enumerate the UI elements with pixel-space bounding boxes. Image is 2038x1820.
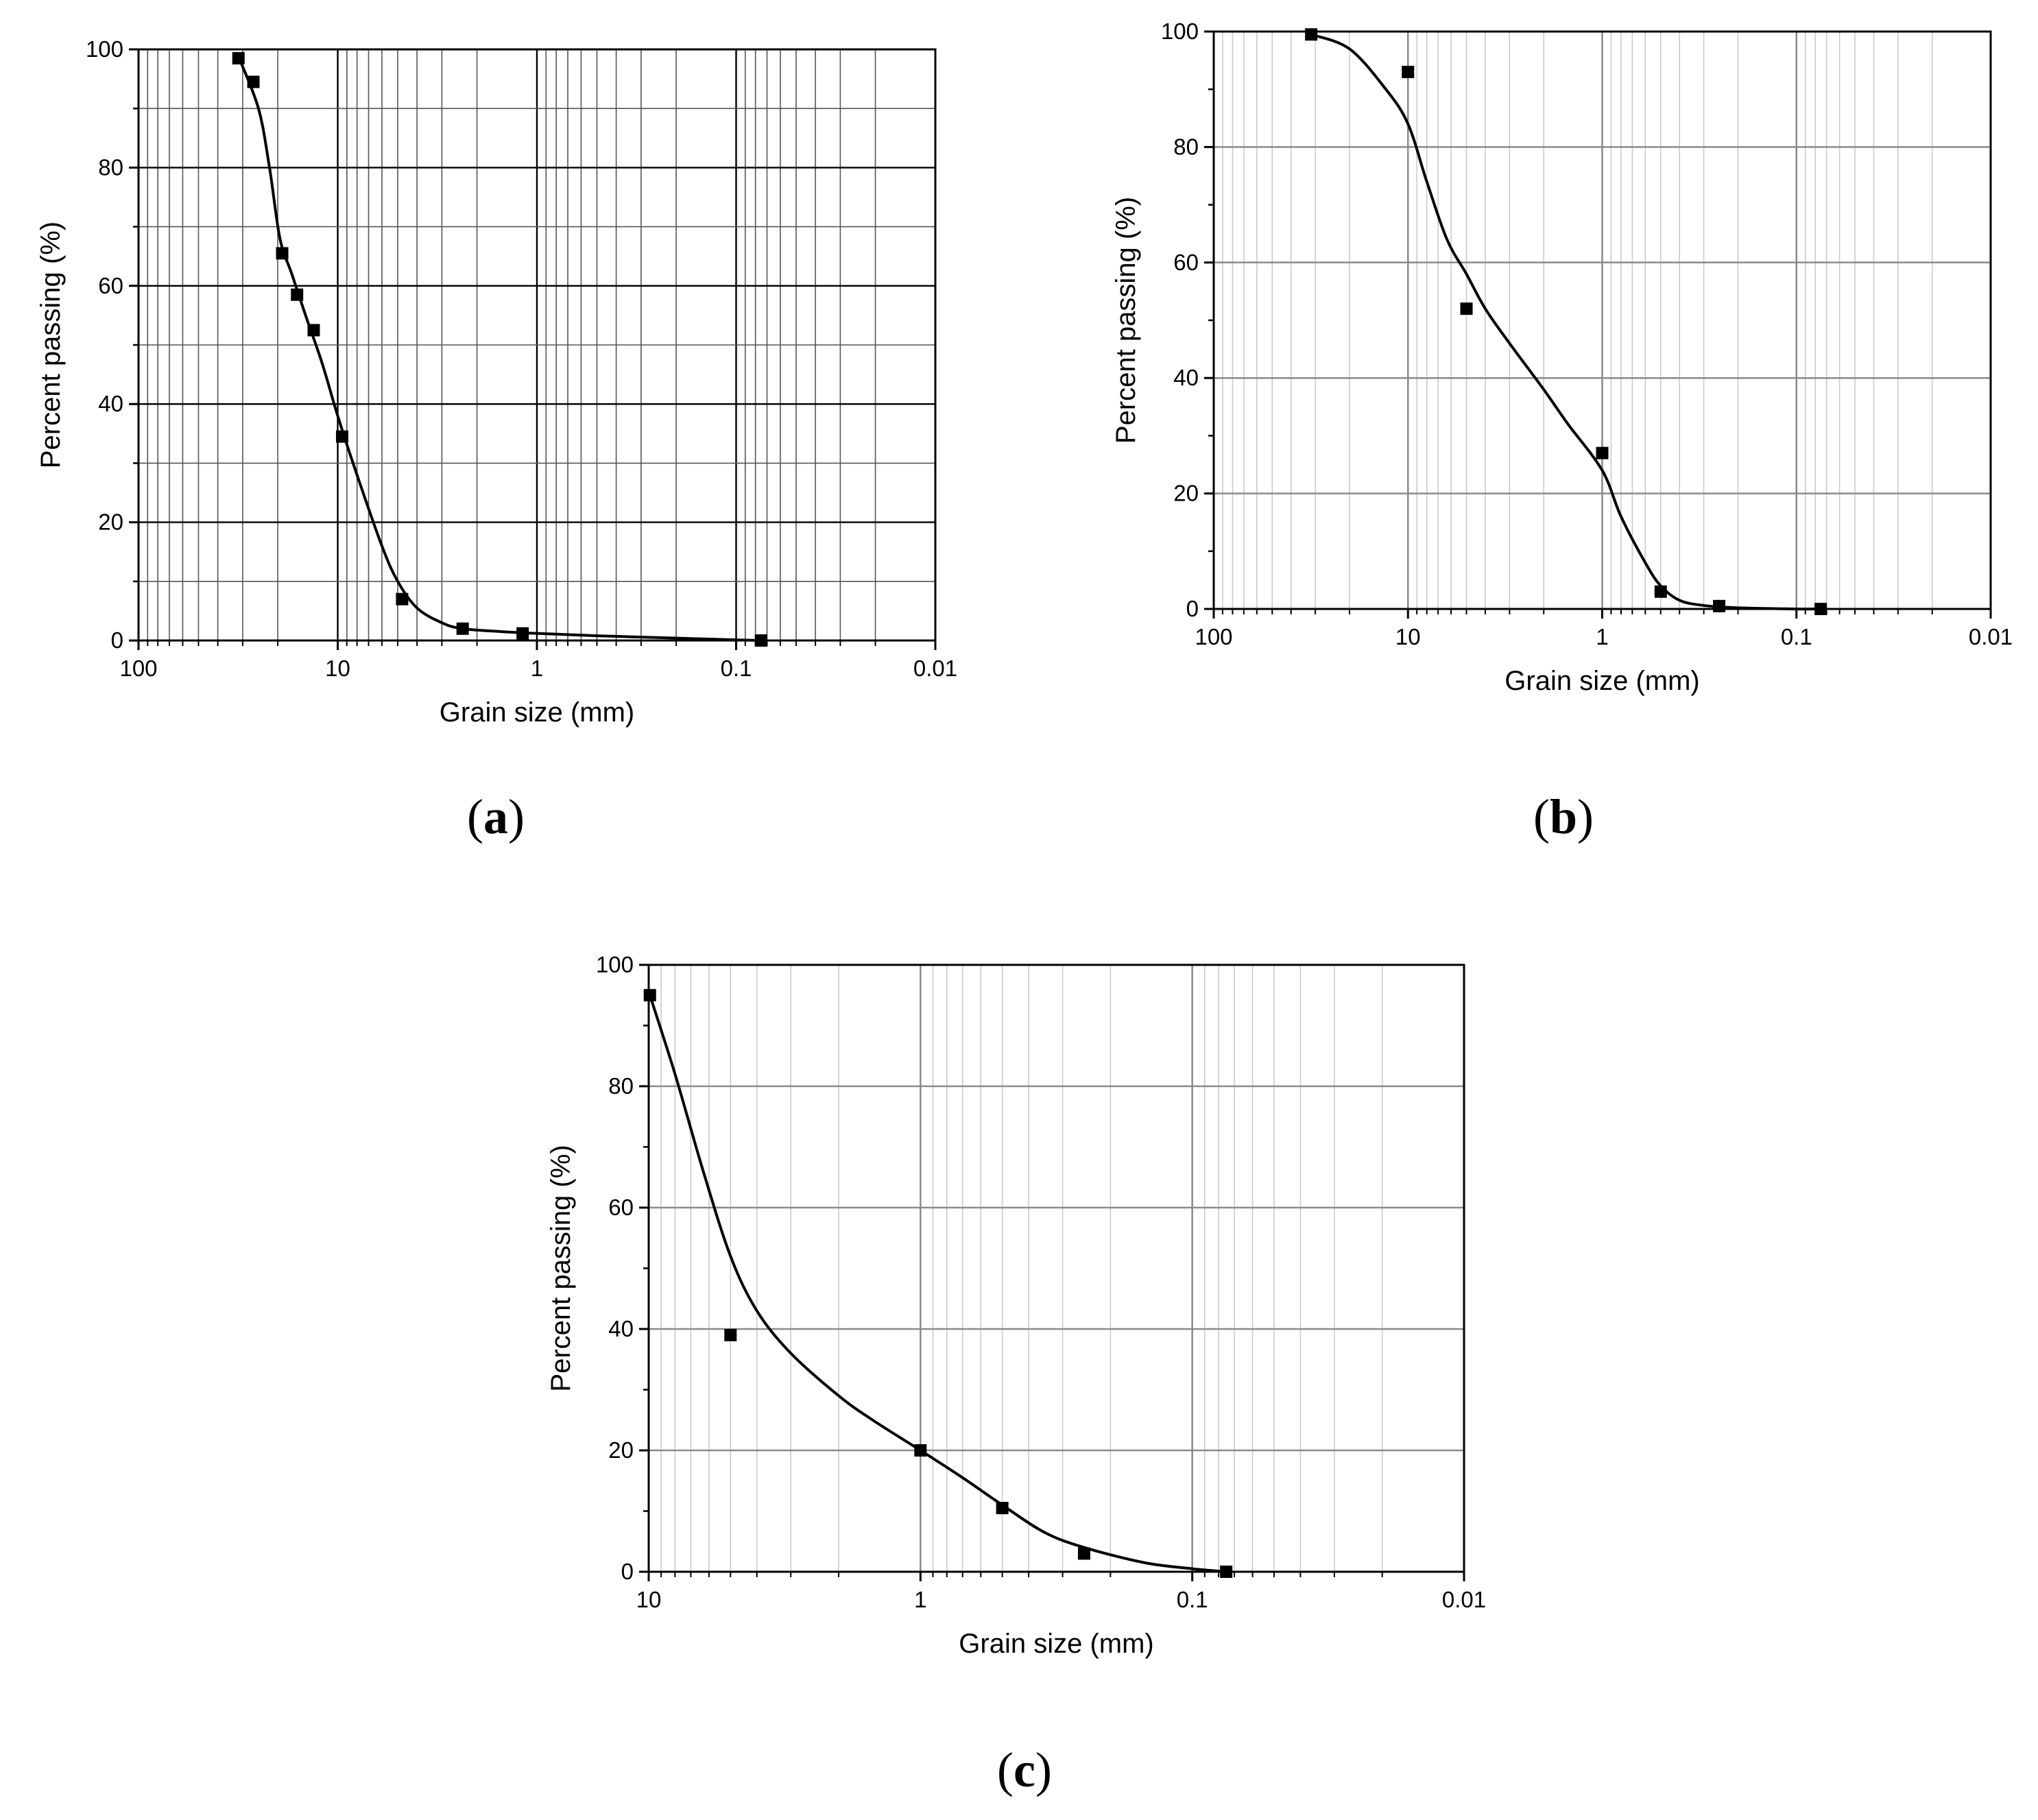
y-tick-label: 60 — [608, 1195, 634, 1220]
data-point — [396, 592, 409, 606]
y-tick-label: 20 — [1173, 481, 1199, 506]
panel-label-open: ( — [467, 789, 483, 844]
data-point — [516, 627, 529, 640]
x-tick-label: 0.1 — [721, 656, 752, 681]
data-point — [996, 1502, 1009, 1515]
x-tick-label: 100 — [1195, 624, 1232, 649]
data-point — [276, 247, 289, 260]
y-axis-title: Percent passing (%) — [1111, 197, 1141, 444]
y-tick-label: 40 — [98, 391, 123, 416]
data-point — [1713, 599, 1726, 612]
panel-label-letter: c — [1014, 1743, 1035, 1797]
data-point — [1654, 585, 1667, 598]
x-tick-label: 10 — [636, 1587, 662, 1612]
panel-label: (c) — [997, 1743, 1052, 1797]
data-point — [724, 1328, 737, 1341]
data-point — [1814, 603, 1827, 615]
x-tick-label: 10 — [325, 656, 350, 681]
y-tick-label: 100 — [596, 952, 634, 977]
fitted-curve — [1310, 33, 1821, 611]
x-tick-label: 0.01 — [913, 656, 957, 681]
panel-label-open: ( — [997, 1743, 1014, 1797]
y-tick-label: 0 — [111, 627, 123, 653]
x-tick-label: 10 — [1395, 624, 1421, 649]
data-point — [247, 75, 260, 88]
panel-label-close: ) — [1577, 789, 1594, 844]
data-point — [643, 989, 656, 1002]
panel-label-letter: a — [483, 789, 508, 844]
y-tick-label: 60 — [1173, 250, 1199, 275]
panel-label-close: ) — [508, 789, 525, 844]
data-point — [914, 1444, 927, 1457]
y-axis-title: Percent passing (%) — [546, 1145, 576, 1391]
data-point — [335, 430, 348, 443]
data-point — [1402, 65, 1415, 78]
y-tick-label: 0 — [621, 1559, 634, 1584]
x-tick-label: 0.01 — [1969, 624, 2013, 649]
y-tick-label: 20 — [608, 1437, 634, 1463]
y-tick-label: 80 — [1173, 134, 1199, 159]
panel-label-letter: b — [1550, 789, 1577, 844]
x-axis-title: Grain size (mm) — [959, 1629, 1153, 1659]
y-axis-title: Percent passing (%) — [36, 221, 66, 468]
y-tick-label: 80 — [98, 154, 123, 180]
panel-label: (b) — [1533, 789, 1594, 844]
x-tick-label: 100 — [119, 656, 157, 681]
chart-panel-c: 0 20 40 60 80 100 10 1 0.1 0.01 Grain size (mm) Per… — [546, 952, 1486, 1797]
y-tick-label: 40 — [1173, 365, 1199, 390]
x-tick-label: 0.01 — [1442, 1587, 1486, 1612]
y-tick-label: 80 — [608, 1073, 634, 1099]
data-point — [1077, 1547, 1090, 1560]
data-point — [456, 622, 469, 635]
data-point — [291, 288, 304, 301]
x-axis-title: Grain size (mm) — [440, 697, 634, 728]
x-tick-label: 0.1 — [1177, 1587, 1208, 1612]
x-tick-label: 1 — [531, 656, 543, 681]
fitted-curve — [648, 994, 1227, 1573]
x-axis-title: Grain size (mm) — [1504, 666, 1699, 696]
panel-label-open: ( — [1533, 789, 1550, 844]
x-tick-label: 1 — [1596, 624, 1608, 649]
data-point — [232, 51, 245, 64]
data-point — [307, 324, 320, 337]
x-tick-label: 0.1 — [1781, 624, 1812, 649]
fitted-curve — [237, 56, 761, 642]
y-tick-label: 0 — [1186, 596, 1199, 621]
y-tick-label: 40 — [608, 1316, 634, 1341]
panel-label-close: ) — [1035, 1743, 1052, 1797]
y-tick-label: 60 — [98, 273, 123, 298]
panel-label: (a) — [467, 789, 525, 844]
x-tick-label: 1 — [914, 1587, 926, 1612]
data-point — [754, 634, 767, 647]
plot-area — [649, 965, 1464, 1572]
y-tick-label: 100 — [1161, 19, 1199, 44]
data-point — [1220, 1566, 1233, 1578]
y-tick-label: 20 — [98, 510, 123, 535]
chart-panel-b: 0 20 40 60 80 100 100 10 1 0.1 0.01 Grain size (mm)… — [1111, 19, 2013, 844]
data-point — [1305, 28, 1318, 41]
data-point — [1596, 446, 1609, 459]
chart-panel-a: 0 20 40 60 80 100 100 10 1 0.1 0.01 Grain size (mm)… — [36, 36, 957, 844]
y-tick-label: 100 — [86, 36, 123, 62]
data-point — [1460, 302, 1473, 315]
